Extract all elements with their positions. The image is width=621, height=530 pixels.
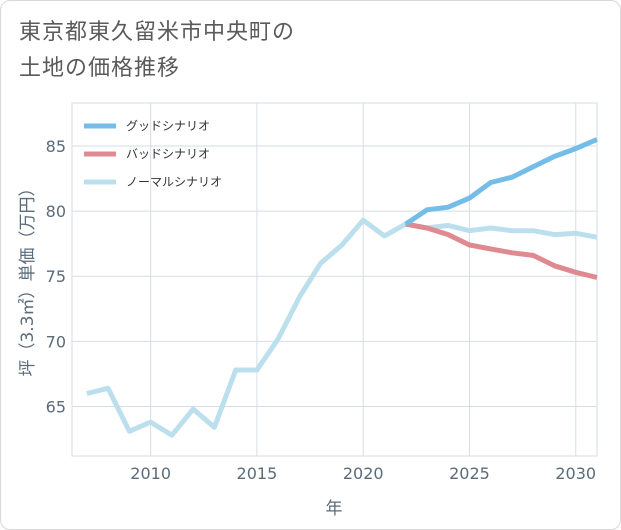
chart-title-line2: 土地の価格推移 [19,56,181,81]
grid [71,102,598,457]
axes: 2010 2015 2020 2025 2030 65 70 75 80 85 [46,137,596,483]
chart-title-line1: 東京都東久留米市中央町の [19,20,296,45]
legend-label: グッドシナリオ [126,119,210,133]
series-line-1 [405,221,598,280]
y-axis-title: 坪（3.3㎡）単価（万円） [18,179,38,376]
y-tick-label: 65 [46,398,66,417]
legend-label: ノーマルシナリオ [126,175,222,189]
legend-label: バッドシナリオ [126,147,210,161]
series-line-0 [404,137,598,227]
x-tick-label: 2020 [343,464,384,483]
series-lines [86,137,598,438]
x-tick-label: 2015 [237,464,278,483]
chart-title: 東京都東久留米市中央町の 土地の価格推移 [19,15,295,87]
plot-frame [71,102,598,457]
y-tick-label: 70 [46,332,66,351]
x-tick-label: 2010 [130,464,171,483]
series-line-2 [86,217,598,438]
y-tick-label: 80 [46,202,66,221]
x-tick-label: 2025 [449,464,490,483]
y-tick-label: 85 [46,137,66,156]
y-tick-label: 75 [46,267,66,286]
x-tick-label: 2030 [555,464,596,483]
x-axis-title: 年 [326,499,343,519]
